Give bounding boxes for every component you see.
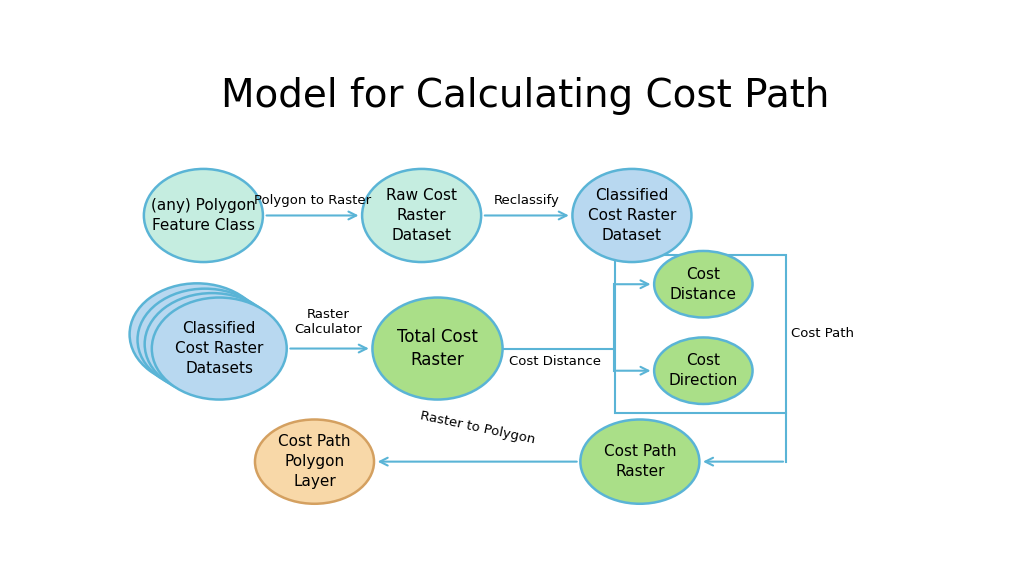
Text: Total Cost
Raster: Total Cost Raster — [397, 328, 478, 369]
Ellipse shape — [362, 169, 481, 262]
Ellipse shape — [572, 169, 691, 262]
Ellipse shape — [143, 169, 263, 262]
Text: Polygon to Raster: Polygon to Raster — [254, 194, 371, 207]
Text: Cost
Distance: Cost Distance — [670, 267, 737, 302]
Text: Classified
Cost Raster
Dataset: Classified Cost Raster Dataset — [588, 188, 676, 242]
Ellipse shape — [255, 419, 374, 504]
Text: Classified
Cost Raster
Datasets: Classified Cost Raster Datasets — [175, 321, 263, 376]
Text: Cost Path: Cost Path — [791, 327, 854, 339]
Text: Cost
Direction: Cost Direction — [669, 353, 738, 388]
Text: Model for Calculating Cost Path: Model for Calculating Cost Path — [220, 77, 829, 115]
Text: Cost Distance: Cost Distance — [509, 355, 601, 368]
Ellipse shape — [373, 298, 503, 400]
Text: Cost Path
Raster: Cost Path Raster — [603, 444, 676, 479]
Text: Raw Cost
Raster
Dataset: Raw Cost Raster Dataset — [386, 188, 457, 242]
Text: (any) Polygon
Feature Class: (any) Polygon Feature Class — [151, 198, 256, 233]
Ellipse shape — [581, 419, 699, 504]
Ellipse shape — [130, 283, 264, 385]
Ellipse shape — [654, 251, 753, 317]
Ellipse shape — [654, 338, 753, 404]
Text: Cost Path
Polygon
Layer: Cost Path Polygon Layer — [279, 434, 351, 489]
Text: Reclassify: Reclassify — [494, 194, 559, 207]
Text: Raster
Calculator: Raster Calculator — [294, 308, 361, 336]
Ellipse shape — [152, 298, 287, 400]
Text: Raster to Polygon: Raster to Polygon — [419, 409, 536, 446]
Ellipse shape — [144, 293, 280, 395]
Ellipse shape — [137, 289, 272, 391]
